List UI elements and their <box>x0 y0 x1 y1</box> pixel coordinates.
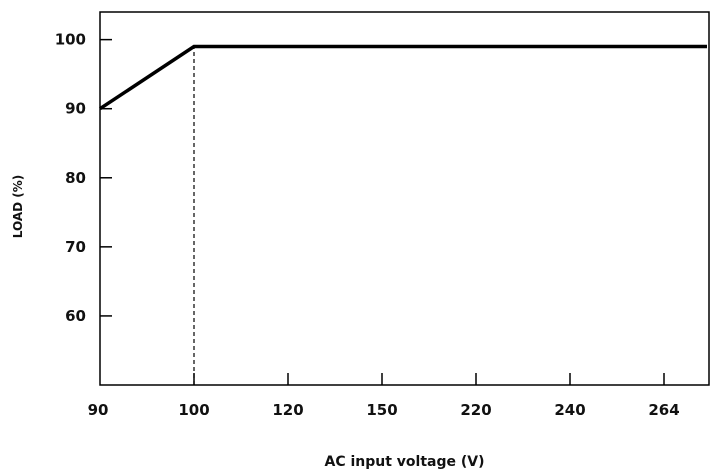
x-axis-title: AC input voltage (V) <box>324 454 484 470</box>
series-line <box>99 44 707 111</box>
x-tick-label: 264 <box>648 401 679 419</box>
x-tick-label: 120 <box>272 401 303 419</box>
y-tick-label: 80 <box>65 169 86 187</box>
series-layer <box>99 44 707 111</box>
y-tick-label: 60 <box>65 307 86 325</box>
y-tick-label: 70 <box>65 238 86 256</box>
x-tick-label: 100 <box>178 401 209 419</box>
y-axis-ticks: 60 70 80 90 100 <box>55 31 112 325</box>
y-axis-title: LOAD (%) <box>11 175 25 239</box>
y-tick-label: 90 <box>65 100 86 118</box>
x-tick-label: 90 <box>88 401 109 419</box>
x-tick-label: 150 <box>366 401 397 419</box>
x-tick-label: 240 <box>554 401 585 419</box>
x-tick-label: 220 <box>460 401 491 419</box>
plot-frame <box>99 11 710 386</box>
x-axis-ticks: 90 100 120 150 220 240 264 <box>88 373 680 419</box>
y-tick-label: 100 <box>55 31 86 49</box>
